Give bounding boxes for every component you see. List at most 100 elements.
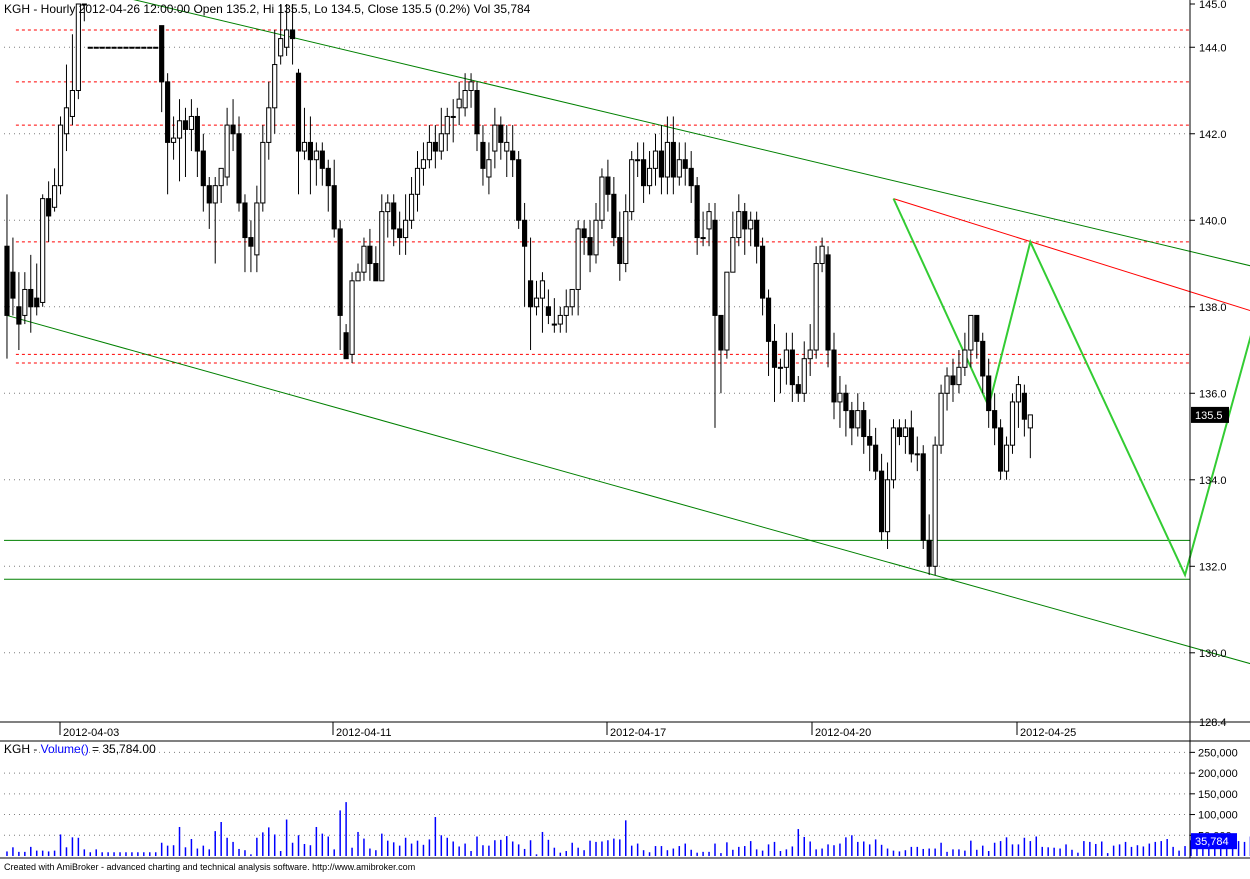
- candle-body-up: [956, 366, 962, 386]
- candle-body-up: [105, 46, 111, 49]
- candle-body-up: [486, 159, 492, 178]
- candle-body-down: [896, 427, 903, 438]
- candle-body-down: [545, 306, 551, 316]
- candle-body-up: [456, 98, 462, 109]
- channel-upper-line: [133, 0, 1250, 267]
- candle-body-up: [492, 124, 498, 152]
- candle-body-up: [444, 115, 450, 135]
- candle-body-down: [986, 375, 992, 412]
- candle-body-down: [641, 159, 647, 187]
- candle-body-up: [664, 141, 670, 178]
- candle-body-up: [777, 366, 784, 369]
- price-tick-label: 142.0: [1199, 129, 1227, 141]
- candle-body-up: [890, 427, 897, 481]
- candle-body-down: [46, 198, 52, 217]
- candle-body-down: [373, 263, 379, 282]
- candle-body-up: [129, 46, 135, 49]
- candle-body-down: [236, 133, 242, 204]
- candle-body-down: [159, 25, 165, 83]
- candle-body-up: [188, 115, 194, 130]
- candle-body-up: [599, 176, 605, 221]
- candle-body-up: [284, 29, 290, 48]
- volume-tick-label: 200,000: [1198, 768, 1238, 780]
- candle-body-down: [325, 167, 331, 187]
- candle-body-down: [795, 384, 801, 394]
- candle-body-down: [742, 211, 748, 230]
- candle-body-down: [825, 254, 831, 351]
- candle-body-up: [87, 46, 93, 49]
- candle-body-up: [301, 141, 308, 152]
- candle-body-up: [944, 375, 950, 394]
- candle-body-down: [474, 90, 480, 135]
- volume-tick-label: 150,000: [1198, 789, 1238, 801]
- candle-body-down: [611, 193, 617, 239]
- candle-body-down: [658, 150, 665, 178]
- candle-body-up: [533, 297, 540, 308]
- candle-body-up: [748, 219, 754, 230]
- candle-body-down: [950, 375, 956, 386]
- candle-body-down: [4, 245, 10, 316]
- candle-body-up: [426, 141, 432, 161]
- channel-lower-line: [6, 314, 1250, 665]
- date-tick-label: 2012-04-03: [63, 727, 119, 739]
- last-volume-badge: [1191, 833, 1237, 850]
- footer-credit: Created with AmiBroker - advanced charti…: [4, 862, 415, 872]
- candle-body-up: [260, 141, 266, 204]
- candle-body-up: [379, 211, 385, 282]
- date-tick-label: 2012-04-17: [610, 727, 666, 739]
- candle-body-up: [563, 306, 569, 316]
- candle-body-down: [926, 539, 932, 567]
- volume-pane-title: KGH - Volume() = 35,784.00: [4, 742, 156, 756]
- candle-body-up: [349, 280, 355, 355]
- candle-body-up: [932, 444, 938, 567]
- candle-body-up: [569, 288, 575, 308]
- candle-body-up: [93, 46, 99, 49]
- volume-bars: [6, 802, 1250, 856]
- candle-body-up: [403, 219, 409, 239]
- candle-body-up: [539, 280, 546, 299]
- candle-body-down: [510, 150, 516, 161]
- candle-body-up: [75, 3, 81, 92]
- candle-body-up: [551, 323, 557, 326]
- candle-body-down: [712, 219, 718, 316]
- candle-body-up: [462, 90, 468, 109]
- candle-body-down: [760, 245, 766, 299]
- candle-body-up: [40, 198, 46, 303]
- candle-body-down: [307, 141, 313, 161]
- price-tick-label: 134.0: [1199, 475, 1227, 487]
- candle-body-down: [617, 237, 623, 265]
- candle-body-up: [438, 133, 444, 152]
- candle-body-up: [962, 349, 968, 368]
- volume-tick-label: 100,000: [1198, 810, 1238, 822]
- candle-body-up: [646, 167, 653, 187]
- candle-body-up: [730, 237, 736, 273]
- candle-body-down: [10, 271, 16, 299]
- candle-body-up: [813, 263, 819, 351]
- candle-body-up: [575, 228, 581, 290]
- candle-body-up: [801, 358, 807, 394]
- candle-body-down: [605, 176, 611, 195]
- last-volume-label: 35,784: [1195, 836, 1229, 848]
- candle-body-down: [527, 280, 534, 308]
- candle-body-up: [254, 202, 260, 256]
- candle-body-up: [629, 159, 635, 213]
- candle-body-down: [670, 141, 676, 178]
- date-tick-label: 2012-04-25: [1020, 727, 1076, 739]
- price-tick-label: 138.0: [1199, 302, 1227, 314]
- candle-body-up: [69, 90, 76, 117]
- price-tick-label: 144.0: [1199, 42, 1227, 54]
- candle-body-down: [992, 410, 998, 429]
- candle-body-up: [361, 245, 367, 273]
- candle-body-up: [635, 159, 641, 162]
- candle-body-up: [623, 211, 629, 265]
- candle-body-down: [873, 444, 879, 472]
- candle-body-down: [920, 453, 926, 541]
- price-overlays: [4, 0, 1250, 665]
- candle-body-up: [278, 38, 284, 57]
- candle-body-down: [16, 306, 22, 325]
- candle-body-down: [343, 332, 349, 360]
- volume-title-func: Volume(): [41, 742, 89, 756]
